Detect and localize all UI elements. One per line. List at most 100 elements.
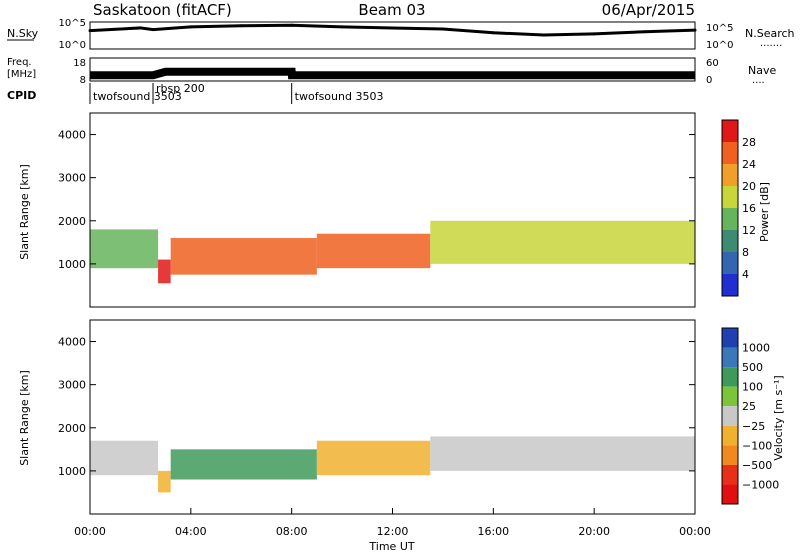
- nave-label: Nave: [748, 64, 776, 77]
- time-tick-label: 00:00: [74, 525, 106, 538]
- range-tick-label: 4000: [58, 129, 86, 142]
- velocity-band: [430, 436, 695, 471]
- power-cbar-tick: 24: [742, 158, 756, 171]
- cpid-entry: twofsound 3503: [93, 90, 182, 103]
- power-panel: 1000 2000 3000 4000 Slant Range [km] 4 8 12 16…: [18, 112, 771, 308]
- range-tick-label: 1000: [58, 258, 86, 271]
- velocity-cbar-tick: −1000: [742, 478, 779, 491]
- velocity-band: [170, 449, 317, 480]
- noise-search-legend-dots: ·······: [760, 41, 782, 52]
- colorbar-segment: [722, 445, 738, 465]
- velocity-band: [158, 470, 171, 493]
- time-tick-label: 00:00: [679, 525, 711, 538]
- power-cbar-tick: 4: [742, 268, 749, 281]
- freq-label-line1: Freq.: [7, 57, 32, 68]
- freq-left-tick-bottom: 8: [80, 75, 86, 86]
- colorbar-segment: [722, 274, 738, 296]
- velocity-panel-frame: [89, 319, 696, 515]
- power-band: [170, 238, 317, 275]
- colorbar-frame: [721, 327, 739, 505]
- velocity-cbar-tick: 100: [742, 381, 763, 394]
- noise-point: [239, 24, 243, 28]
- noise-point: [693, 28, 697, 32]
- noise-point: [151, 28, 155, 32]
- noise-point: [542, 33, 546, 37]
- time-tick-label: 04:00: [175, 525, 207, 538]
- velocity-cbar-label: Velocity [m s⁻¹]: [772, 375, 785, 460]
- colorbar-segment: [722, 230, 738, 252]
- range-tick-label: 1000: [58, 465, 86, 478]
- power-cbar-label: Power [dB]: [758, 182, 771, 242]
- noise-point: [491, 31, 495, 35]
- velocity-data: [90, 436, 695, 493]
- velocity-band: [316, 440, 431, 476]
- velocity-band: [90, 440, 159, 476]
- noise-point: [189, 25, 193, 29]
- colorbar-segment: [722, 328, 738, 348]
- noise-left-tick-bottom: 10^0: [59, 40, 86, 51]
- velocity-cbar-tick: −500: [742, 459, 772, 472]
- noise-point: [290, 23, 294, 27]
- range-tick-label: 2000: [58, 215, 86, 228]
- colorbar-segment: [722, 484, 738, 504]
- freq-trace: [90, 67, 695, 80]
- power-colorbar: 4 8 12 16 20 24 28: [721, 119, 756, 297]
- noise-sky-series: [89, 23, 696, 37]
- freq-left-tick-top: 18: [73, 58, 86, 69]
- x-axis-label: Time UT: [368, 540, 414, 553]
- velocity-ylabel: Slant Range [km]: [18, 370, 31, 466]
- power-band: [316, 233, 431, 269]
- noise-point: [441, 27, 445, 31]
- cpid-entry: rbsp 200: [156, 82, 205, 95]
- freq-series: [90, 67, 695, 80]
- time-tick-label: 20:00: [578, 525, 610, 538]
- noise-point: [643, 30, 647, 34]
- power-band: [158, 259, 171, 284]
- power-data: [90, 220, 695, 284]
- power-cbar-tick: 12: [742, 224, 756, 237]
- range-tick-label: 3000: [58, 172, 86, 185]
- time-tick-label: 16:00: [477, 525, 509, 538]
- colorbar-segment: [722, 186, 738, 208]
- velocity-cbar-tick: −100: [742, 439, 772, 452]
- noise-sky-label: N.Sky: [7, 27, 39, 40]
- noise-point: [340, 25, 344, 29]
- colorbar-segment: [722, 425, 738, 446]
- nave-legend-dots: ····: [752, 78, 765, 89]
- noise-point: [88, 29, 92, 33]
- range-tick-label: 3000: [58, 379, 86, 392]
- power-cbar-tick: 20: [742, 180, 756, 193]
- colorbar-segment: [722, 406, 738, 426]
- colorbar-segment: [722, 367, 738, 387]
- beam-title: Beam 03: [358, 1, 425, 19]
- time-tick-label: 08:00: [276, 525, 308, 538]
- colorbar-segment: [722, 208, 738, 230]
- noise-right-tick-top: 10^5: [706, 23, 733, 34]
- noise-panel: N.Sky N.Search ······· 10^5 10^0 10^5 10…: [7, 18, 795, 52]
- colorbar-segment: [722, 120, 738, 142]
- freq-panel-frame: [89, 57, 696, 82]
- colorbar-segment: [722, 464, 738, 485]
- date-title: 06/Apr/2015: [602, 1, 695, 19]
- noise-point: [391, 26, 394, 30]
- colorbar-segment: [722, 386, 738, 407]
- velocity-yticks: 1000 2000 3000 4000: [58, 336, 695, 478]
- colorbar-segment: [722, 347, 738, 368]
- colorbar-frame: [721, 119, 739, 297]
- cpid-entry: twofsound 3503: [295, 90, 384, 103]
- noise-left-tick-top: 10^5: [59, 18, 86, 29]
- power-band: [430, 220, 695, 264]
- velocity-panel: 1000 2000 3000 4000 Slant Range [km] 1000 50…: [18, 319, 785, 515]
- power-band: [90, 229, 159, 269]
- noise-trace: [88, 23, 697, 37]
- velocity-cbar-tick: 500: [742, 361, 763, 374]
- power-panel-frame: [89, 112, 696, 308]
- freq-label-line2: [MHz]: [7, 69, 36, 80]
- noise-point: [592, 32, 596, 36]
- noise-right-tick-bottom: 10^0: [706, 40, 733, 51]
- freq-right-tick-bottom: 0: [706, 75, 712, 86]
- velocity-cbar-tick: 1000: [742, 342, 770, 355]
- power-yticks: 1000 2000 3000 4000: [58, 129, 695, 271]
- freq-panel: Freq. [MHz] Nave ···· 18 8 60 0: [7, 57, 776, 89]
